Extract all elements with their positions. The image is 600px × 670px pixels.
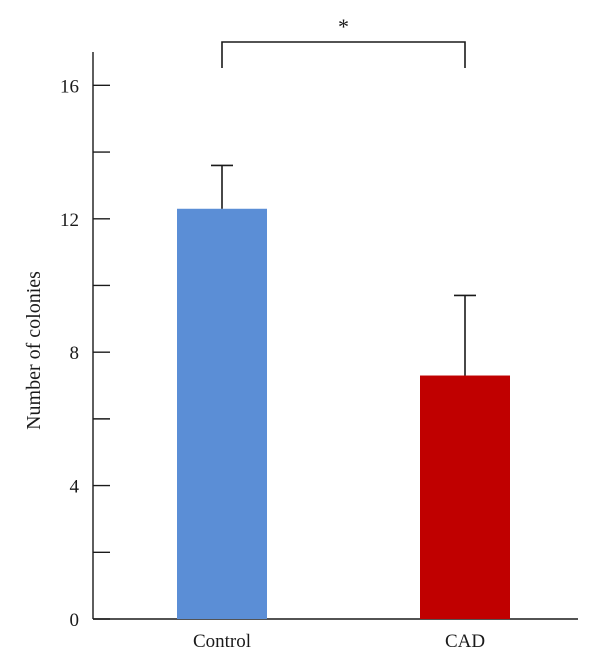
- y-tick-label-0: 0: [70, 610, 80, 631]
- y-tick-label-16: 16: [60, 76, 79, 97]
- x-tick-label-cad: CAD: [445, 631, 485, 652]
- significance-label: *: [338, 14, 349, 39]
- bar-cad: [420, 375, 510, 619]
- y-tick-label-8: 8: [70, 343, 80, 364]
- significance-bracket: *: [221, 14, 466, 68]
- significance-bracket-line: [221, 41, 466, 68]
- x-tick-label-control: Control: [193, 631, 251, 652]
- error-bars: [211, 164, 476, 376]
- y-ticks: 0 4 8 12 16: [60, 76, 110, 631]
- category-labels: Control CAD: [193, 631, 485, 652]
- y-axis-label: Number of colonies: [23, 271, 45, 430]
- y-tick-label-12: 12: [60, 210, 79, 231]
- bars: [177, 208, 510, 619]
- y-tick-label-4: 4: [70, 477, 80, 498]
- bar-control: [177, 208, 267, 619]
